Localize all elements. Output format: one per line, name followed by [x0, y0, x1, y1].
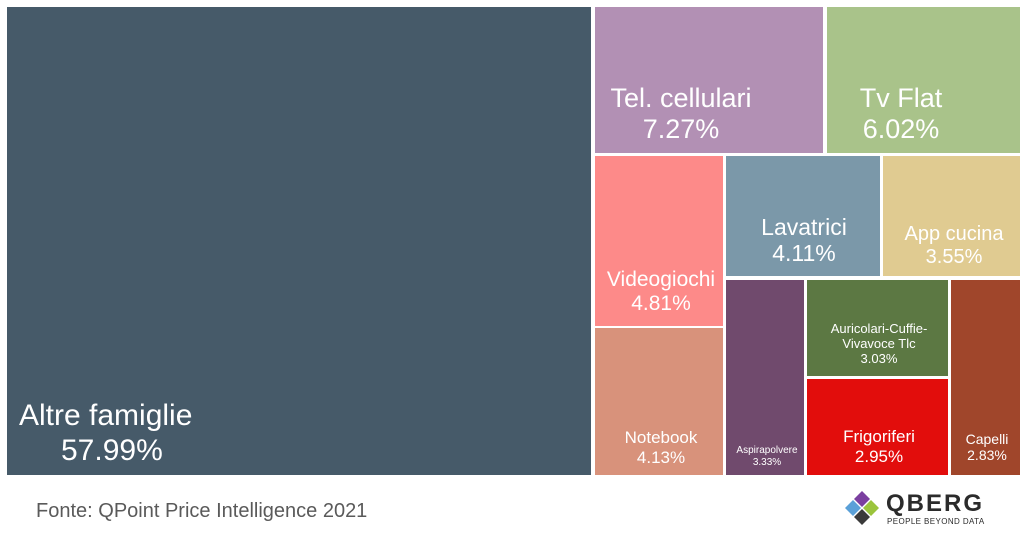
tile-share-value: 3.03%	[860, 350, 898, 366]
tile-label: Altre famiglie 57.99%	[19, 399, 192, 468]
tile-category-name: Tv Flat	[859, 83, 943, 113]
treemap-tile: App cucina 3.55%	[881, 154, 1022, 278]
tile-label: Aspirapolvere 3.33%	[736, 445, 797, 468]
tile-share-value: 4.13%	[636, 447, 686, 467]
tile-category-name: Videogiochi	[606, 268, 716, 291]
treemap-chart: Altre famiglie 57.99% Tel. cellulari 7.27% T…	[5, 5, 1022, 477]
tile-label: Videogiochi 4.81%	[607, 268, 715, 316]
qberg-logo: QBERG PEOPLE BEYOND DATA	[844, 490, 994, 532]
brand-tagline: PEOPLE BEYOND DATA	[887, 517, 985, 526]
source-note: Fonte: QPoint Price Intelligence 2021	[36, 500, 368, 522]
tile-label: App cucina 3.55%	[905, 223, 1004, 269]
tile-label: Frigoriferi 2.95%	[843, 427, 915, 466]
brand-name: QBERG	[886, 490, 985, 517]
tile-share-value: 3.55%	[925, 246, 983, 268]
tile-share-value: 6.02%	[862, 114, 940, 145]
tile-label: Auricolari-Cuffie- Vivavoce Tlc 3.03%	[830, 321, 928, 367]
tile-category-name: Altre famiglie	[19, 399, 193, 432]
treemap-tile: Videogiochi 4.81%	[593, 154, 725, 328]
tile-label: Lavatrici 4.11%	[761, 214, 847, 267]
tile-category-name: Capelli	[965, 431, 1009, 447]
tile-share-value: 3.33%	[752, 456, 782, 468]
tile-label: Notebook 4.13%	[625, 428, 698, 467]
tile-category-name: Auricolari-Cuffie- Vivavoce Tlc	[830, 321, 928, 351]
treemap-tile: Notebook 4.13%	[593, 326, 725, 477]
tile-share-value: 4.11%	[772, 240, 836, 267]
tile-label: Tv Flat 6.02%	[860, 83, 943, 145]
treemap-tile: Tel. cellulari 7.27%	[593, 5, 825, 155]
tile-label: Capelli 2.83%	[966, 431, 1009, 463]
treemap-tile: Capelli 2.83%	[949, 278, 1022, 477]
treemap-tile: Auricolari-Cuffie- Vivavoce Tlc 3.03%	[805, 278, 950, 378]
tile-share-value: 2.83%	[967, 447, 1007, 464]
tile-category-name: Frigoriferi	[843, 427, 915, 446]
tile-share-value: 57.99%	[61, 433, 163, 467]
tile-category-name: Notebook	[624, 428, 698, 447]
treemap-tile: Lavatrici 4.11%	[724, 154, 882, 278]
tile-category-name: Aspirapolvere	[736, 445, 798, 456]
treemap-tile: Altre famiglie 57.99%	[5, 5, 593, 477]
tile-category-name: App cucina	[904, 223, 1004, 245]
treemap-tile: Tv Flat 6.02%	[825, 5, 1022, 155]
tile-share-value: 7.27%	[642, 114, 720, 145]
tile-share-value: 4.81%	[631, 292, 691, 316]
treemap-tile: Frigoriferi 2.95%	[805, 377, 950, 477]
qberg-logo-mark-icon	[845, 491, 879, 525]
tile-label: Tel. cellulari 7.27%	[610, 83, 751, 145]
tile-category-name: Lavatrici	[761, 214, 847, 240]
treemap-tile: Aspirapolvere 3.33%	[724, 278, 806, 477]
tile-share-value: 2.95%	[854, 446, 904, 466]
tile-category-name: Tel. cellulari	[610, 83, 752, 113]
